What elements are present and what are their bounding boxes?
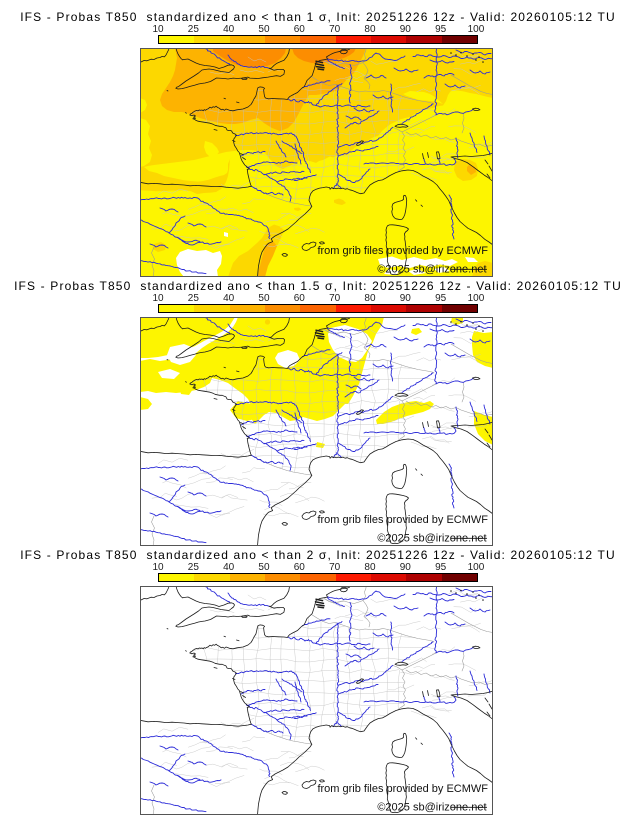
- svg-text:©2025 sb@irizone.net: ©2025 sb@irizone.net: [377, 802, 486, 814]
- svg-text:from grib files provided by EC: from grib files provided by ECMWF: [317, 245, 488, 257]
- svg-text:©2025 sb@irizone.net: ©2025 sb@irizone.net: [377, 533, 486, 545]
- svg-text:from grib files provided by EC: from grib files provided by ECMWF: [317, 514, 488, 526]
- svg-text:from grib files provided by EC: from grib files provided by ECMWF: [317, 783, 488, 795]
- svg-text:©2025 sb@irizone.net: ©2025 sb@irizone.net: [377, 264, 486, 276]
